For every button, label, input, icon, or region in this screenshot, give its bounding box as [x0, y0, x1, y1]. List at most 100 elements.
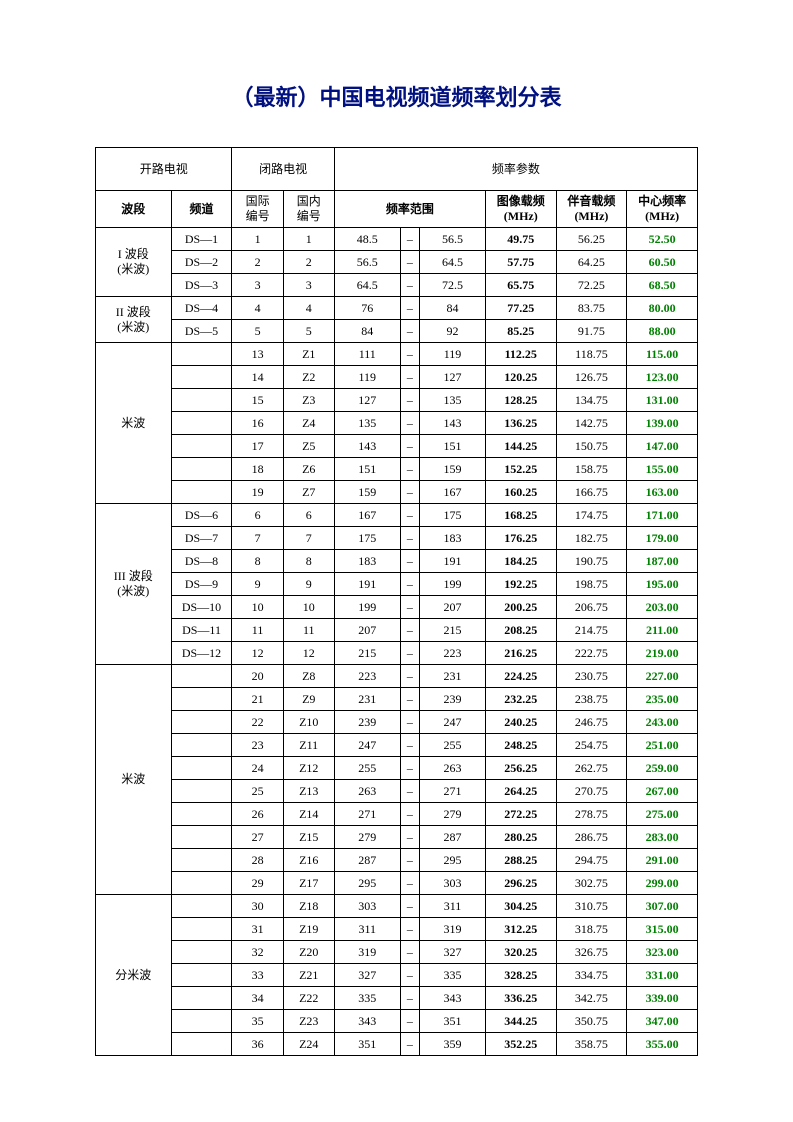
image-cell: 144.25: [485, 435, 556, 458]
freq-hi-cell: 279: [420, 803, 486, 826]
hdr-band: 波段: [96, 191, 172, 228]
dom-cell: 6: [283, 504, 334, 527]
freq-hi-cell: 239: [420, 688, 486, 711]
intl-cell: 8: [232, 550, 283, 573]
center-cell: 139.00: [627, 412, 698, 435]
channel-cell: DS—6: [171, 504, 232, 527]
table-row: DS—22256.5–64.557.7564.2560.50: [96, 251, 698, 274]
dom-cell: Z16: [283, 849, 334, 872]
image-cell: 49.75: [485, 228, 556, 251]
freq-hi-cell: 263: [420, 757, 486, 780]
channel-cell: [171, 987, 232, 1010]
intl-cell: 7: [232, 527, 283, 550]
dash-cell: –: [400, 734, 419, 757]
table-row: 23Z11247–255248.25254.75251.00: [96, 734, 698, 757]
image-cell: 280.25: [485, 826, 556, 849]
dash-cell: –: [400, 412, 419, 435]
dom-cell: 12: [283, 642, 334, 665]
channel-cell: [171, 803, 232, 826]
dom-cell: Z13: [283, 780, 334, 803]
table-row: 26Z14271–279272.25278.75275.00: [96, 803, 698, 826]
audio-cell: 72.25: [556, 274, 627, 297]
table-row: DS—111111207–215208.25214.75211.00: [96, 619, 698, 642]
freq-lo-cell: 56.5: [334, 251, 400, 274]
freq-hi-cell: 295: [420, 849, 486, 872]
audio-cell: 318.75: [556, 918, 627, 941]
channel-cell: [171, 734, 232, 757]
freq-hi-cell: 127: [420, 366, 486, 389]
intl-cell: 17: [232, 435, 283, 458]
center-cell: 267.00: [627, 780, 698, 803]
intl-cell: 35: [232, 1010, 283, 1033]
channel-cell: DS—9: [171, 573, 232, 596]
freq-lo-cell: 191: [334, 573, 400, 596]
dash-cell: –: [400, 826, 419, 849]
image-cell: 320.25: [485, 941, 556, 964]
dash-cell: –: [400, 527, 419, 550]
channel-cell: DS—12: [171, 642, 232, 665]
intl-cell: 15: [232, 389, 283, 412]
center-cell: 347.00: [627, 1010, 698, 1033]
image-cell: 288.25: [485, 849, 556, 872]
dom-cell: 7: [283, 527, 334, 550]
table-row: 19Z7159–167160.25166.75163.00: [96, 481, 698, 504]
dash-cell: –: [400, 573, 419, 596]
freq-lo-cell: 167: [334, 504, 400, 527]
center-cell: 187.00: [627, 550, 698, 573]
freq-hi-cell: 319: [420, 918, 486, 941]
intl-cell: 18: [232, 458, 283, 481]
dom-cell: Z14: [283, 803, 334, 826]
freq-lo-cell: 64.5: [334, 274, 400, 297]
table-row: 34Z22335–343336.25342.75339.00: [96, 987, 698, 1010]
dash-cell: –: [400, 803, 419, 826]
freq-lo-cell: 327: [334, 964, 400, 987]
dash-cell: –: [400, 596, 419, 619]
intl-cell: 26: [232, 803, 283, 826]
dom-cell: 3: [283, 274, 334, 297]
channel-cell: DS—11: [171, 619, 232, 642]
channel-cell: DS—7: [171, 527, 232, 550]
audio-cell: 134.75: [556, 389, 627, 412]
hdr-freq-range: 频率范围: [334, 191, 485, 228]
audio-cell: 350.75: [556, 1010, 627, 1033]
freq-hi-cell: 351: [420, 1010, 486, 1033]
dash-cell: –: [400, 366, 419, 389]
dash-cell: –: [400, 872, 419, 895]
dom-cell: Z20: [283, 941, 334, 964]
channel-cell: [171, 941, 232, 964]
freq-hi-cell: 84: [420, 297, 486, 320]
freq-lo-cell: 159: [334, 481, 400, 504]
freq-lo-cell: 279: [334, 826, 400, 849]
freq-lo-cell: 127: [334, 389, 400, 412]
audio-cell: 158.75: [556, 458, 627, 481]
intl-cell: 10: [232, 596, 283, 619]
hdr-image: 图像载频(MHz): [485, 191, 556, 228]
center-cell: 123.00: [627, 366, 698, 389]
hdr-closed-tv: 闭路电视: [232, 148, 334, 191]
channel-cell: [171, 412, 232, 435]
page-title: （最新）中国电视频道频率划分表: [95, 80, 698, 112]
dom-cell: 2: [283, 251, 334, 274]
intl-cell: 21: [232, 688, 283, 711]
audio-cell: 118.75: [556, 343, 627, 366]
table-row: III 波段(米波)DS—666167–175168.25174.75171.0…: [96, 504, 698, 527]
intl-cell: 31: [232, 918, 283, 941]
freq-lo-cell: 343: [334, 1010, 400, 1033]
table-row: 36Z24351–359352.25358.75355.00: [96, 1033, 698, 1056]
freq-lo-cell: 247: [334, 734, 400, 757]
image-cell: 120.25: [485, 366, 556, 389]
freq-lo-cell: 48.5: [334, 228, 400, 251]
dash-cell: –: [400, 688, 419, 711]
table-row: DS—999191–199192.25198.75195.00: [96, 573, 698, 596]
freq-hi-cell: 143: [420, 412, 486, 435]
freq-hi-cell: 335: [420, 964, 486, 987]
table-row: 25Z13263–271264.25270.75267.00: [96, 780, 698, 803]
channel-cell: [171, 688, 232, 711]
dom-cell: Z21: [283, 964, 334, 987]
table-row: DS—777175–183176.25182.75179.00: [96, 527, 698, 550]
freq-hi-cell: 215: [420, 619, 486, 642]
dash-cell: –: [400, 458, 419, 481]
center-cell: 323.00: [627, 941, 698, 964]
dash-cell: –: [400, 550, 419, 573]
center-cell: 131.00: [627, 389, 698, 412]
